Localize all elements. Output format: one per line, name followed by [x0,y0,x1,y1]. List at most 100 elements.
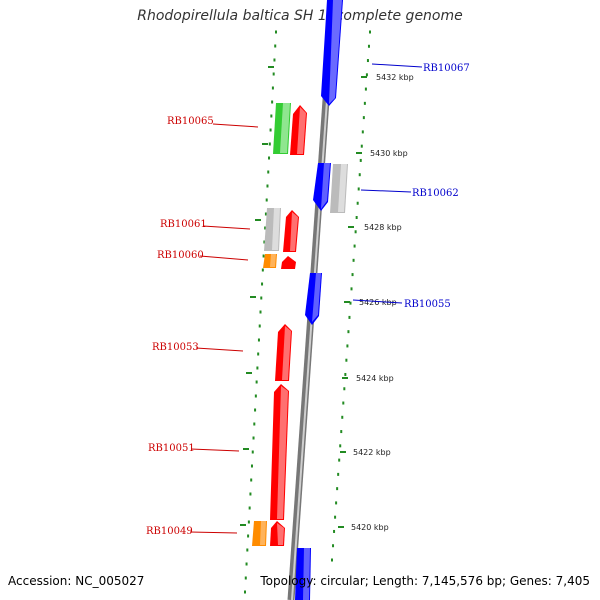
guide-dot [257,338,260,342]
guide-dot [261,268,264,272]
guide-dot [264,212,267,216]
guide-dot [253,422,256,426]
gene-label-rb10061[interactable]: RB10061 [160,219,207,230]
guide-dot [363,101,366,105]
guide-dot [346,344,349,348]
guide-dot [244,576,247,580]
feature-rb10051[interactable] [270,384,289,520]
guide-dot [250,478,253,482]
guide-dot [341,415,344,419]
guide-dot [268,142,271,146]
guide-dot [339,444,342,448]
feature-rb10055[interactable] [305,273,322,325]
feature-rb10061-gray[interactable] [264,208,281,251]
guide-dot [254,408,257,412]
tick-label-5430: 5430 kbp [370,149,408,158]
guide-dot [365,73,368,77]
guide-dot [359,158,362,162]
guide-dot [271,86,274,90]
gene-labels-right: RB10067 RB10062 RB10055 [352,63,470,310]
guide-dot [261,282,264,286]
guide-dot [340,430,343,434]
guide-dot [244,590,246,594]
guide-dot [260,296,263,300]
guide-dot [263,240,266,244]
guide-dot [247,520,250,524]
gene-label-rb10053[interactable]: RB10053 [152,342,199,353]
feature-rb10060-orange[interactable] [263,254,277,268]
guide-dot [256,366,259,370]
guide-dot [255,380,258,384]
tick-label-5424: 5424 kbp [356,374,394,383]
guide-dot [332,544,335,548]
feature-rb10065-red[interactable] [290,105,307,155]
guide-dot [355,216,358,220]
scale-ticks: 5432 kbp 5430 kbp 5428 kbp 5426 kbp 5424… [338,73,414,532]
guide-dot [344,372,347,376]
guide-dot [270,114,273,118]
guide-dot [249,492,252,496]
feature-rb10060-red[interactable] [281,256,296,269]
feature-rb10049-orange[interactable] [252,521,267,546]
guide-dot [252,436,255,440]
guide-dot [366,59,369,63]
guide-dot [267,170,270,174]
feature-rb10049-red[interactable] [270,521,285,546]
gene-labels-left: RB10065 RB10061 RB10060 RB10053 RB10051 … [146,116,259,537]
guide-dot [273,58,276,62]
gene-label-rb10067[interactable]: RB10067 [423,63,470,74]
tick-label-5428: 5428 kbp [364,223,402,232]
guide-dot [347,330,350,334]
guide-dot [248,506,251,510]
guide-dot [356,201,359,205]
guide-dot [354,230,357,234]
feature-reverse-bottom[interactable] [295,548,311,600]
gene-label-rb10062[interactable]: RB10062 [412,188,459,199]
dotted-guides [244,30,371,594]
guide-dot [358,173,361,177]
gene-label-rb10055[interactable]: RB10055 [404,299,451,310]
guide-dot [262,254,265,258]
tick-label-5426: 5426 kbp [359,298,397,307]
guide-dot [349,301,352,305]
feature-rb10053[interactable] [275,324,292,381]
guide-dot [250,464,253,468]
guide-dot [331,558,333,562]
map-title: Rhodopirellula baltica SH 1, complete ge… [137,8,463,24]
guide-dot [272,72,275,76]
guide-dot [251,450,254,454]
tick-label-5420: 5420 kbp [351,523,389,532]
guide-dot [334,515,337,519]
guide-dot [245,562,248,566]
guide-dot [247,534,250,538]
guide-dot [254,394,257,398]
guide-dot [333,529,336,533]
guide-dot [367,44,370,48]
feature-rb10062[interactable] [313,163,331,211]
guide-dot [271,100,274,104]
guide-dot [360,144,363,148]
feature-rb10065-green[interactable] [273,103,291,154]
gene-label-rb10065[interactable]: RB10065 [167,116,214,127]
guide-dot [353,244,356,248]
feature-gray-rb10062[interactable] [330,164,348,213]
guide-dot [342,401,345,405]
gene-label-rb10060[interactable]: RB10060 [157,250,204,261]
guide-dot [336,487,339,491]
guide-dot [268,156,271,160]
tick-label-5422: 5422 kbp [353,448,391,457]
guide-dot [269,128,272,132]
guide-dot [257,352,260,356]
feature-reverse-1[interactable] [321,0,343,106]
gene-label-rb10051[interactable]: RB10051 [148,443,195,454]
guide-dot [258,324,261,328]
guide-dot [361,130,364,134]
guide-dot [246,548,249,552]
guide-dot [345,358,348,362]
gene-label-rb10049[interactable]: RB10049 [146,526,193,537]
feature-rb10061-red[interactable] [283,210,299,252]
topology-text: Topology: circular; Length: 7,145,576 bp… [260,574,590,588]
accession-text: Accession: NC_005027 [8,574,145,588]
guide-dot [265,198,268,202]
